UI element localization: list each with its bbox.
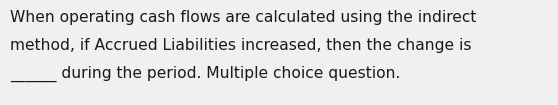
Text: ______ during the period. Multiple choice question.: ______ during the period. Multiple choic…: [10, 66, 401, 82]
Text: When operating cash flows are calculated using the indirect: When operating cash flows are calculated…: [10, 10, 477, 25]
Text: method, if Accrued Liabilities increased, then the change is: method, if Accrued Liabilities increased…: [10, 38, 472, 53]
